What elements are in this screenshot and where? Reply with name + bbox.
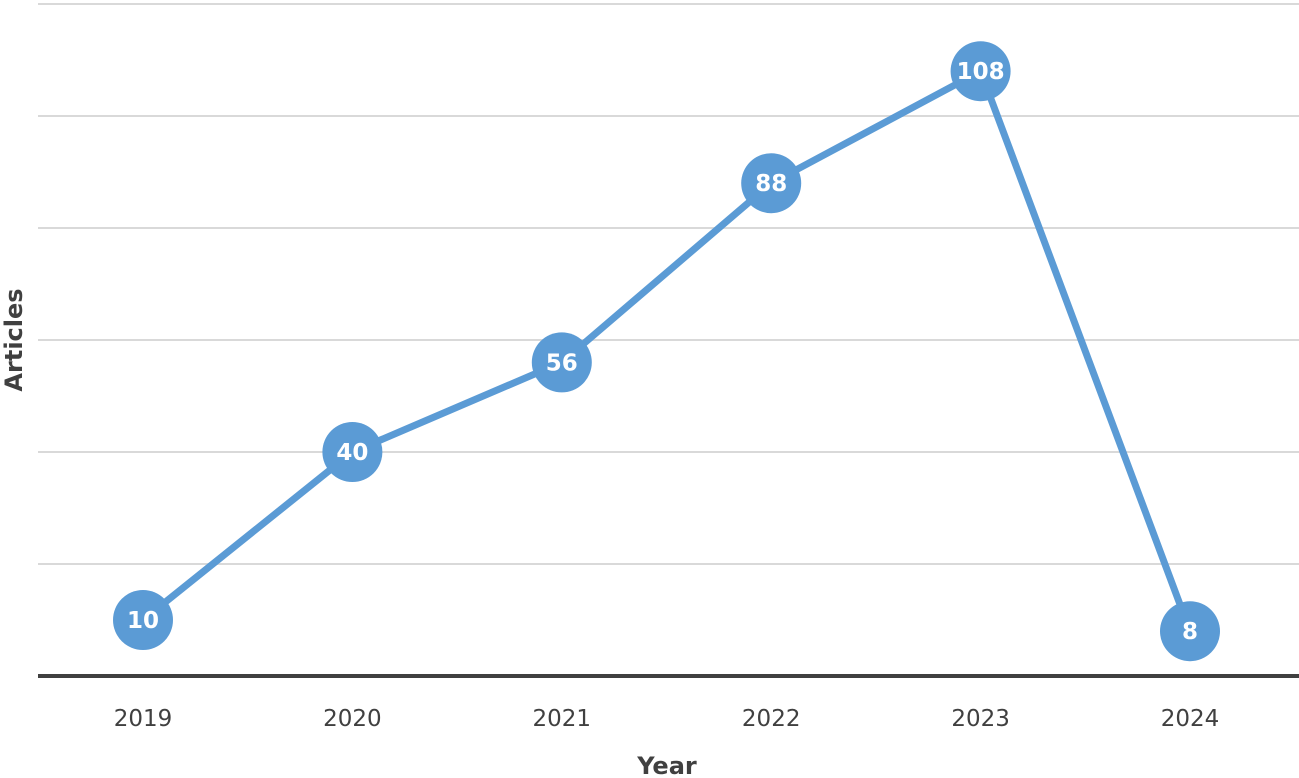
data-point-2020 (322, 422, 383, 482)
x-tick-label-2019: 2019 (114, 706, 173, 732)
data-point-2019 (113, 590, 173, 650)
data-label-2024: 8 (1182, 619, 1198, 645)
x-tick-label-2022: 2022 (742, 706, 801, 732)
data-label-2022: 88 (755, 171, 787, 197)
data-point-2023 (950, 41, 1011, 102)
x-tick-labels: 2019 2020 2021 2022 2023 2024 (114, 706, 1220, 732)
x-tick-label-2020: 2020 (323, 706, 382, 732)
x-tick-label-2023: 2023 (951, 706, 1010, 732)
data-point-2022 (741, 153, 802, 214)
data-label-2021: 56 (546, 350, 578, 376)
x-tick-label-2021: 2021 (533, 706, 592, 732)
data-label-2023: 108 (957, 59, 1005, 85)
x-tick-label-2024: 2024 (1161, 706, 1220, 732)
data-point-2021 (531, 332, 592, 393)
y-axis-title: Articles (0, 288, 28, 391)
series-line-articles (140, 67, 1194, 633)
data-points: 10 40 56 88 108 8 (113, 41, 1220, 662)
data-label-2019: 10 (127, 608, 159, 634)
gridlines (38, 3, 1299, 565)
data-label-2020: 40 (336, 440, 368, 466)
data-point-2024 (1160, 601, 1220, 662)
x-axis-title: Year (636, 752, 697, 778)
